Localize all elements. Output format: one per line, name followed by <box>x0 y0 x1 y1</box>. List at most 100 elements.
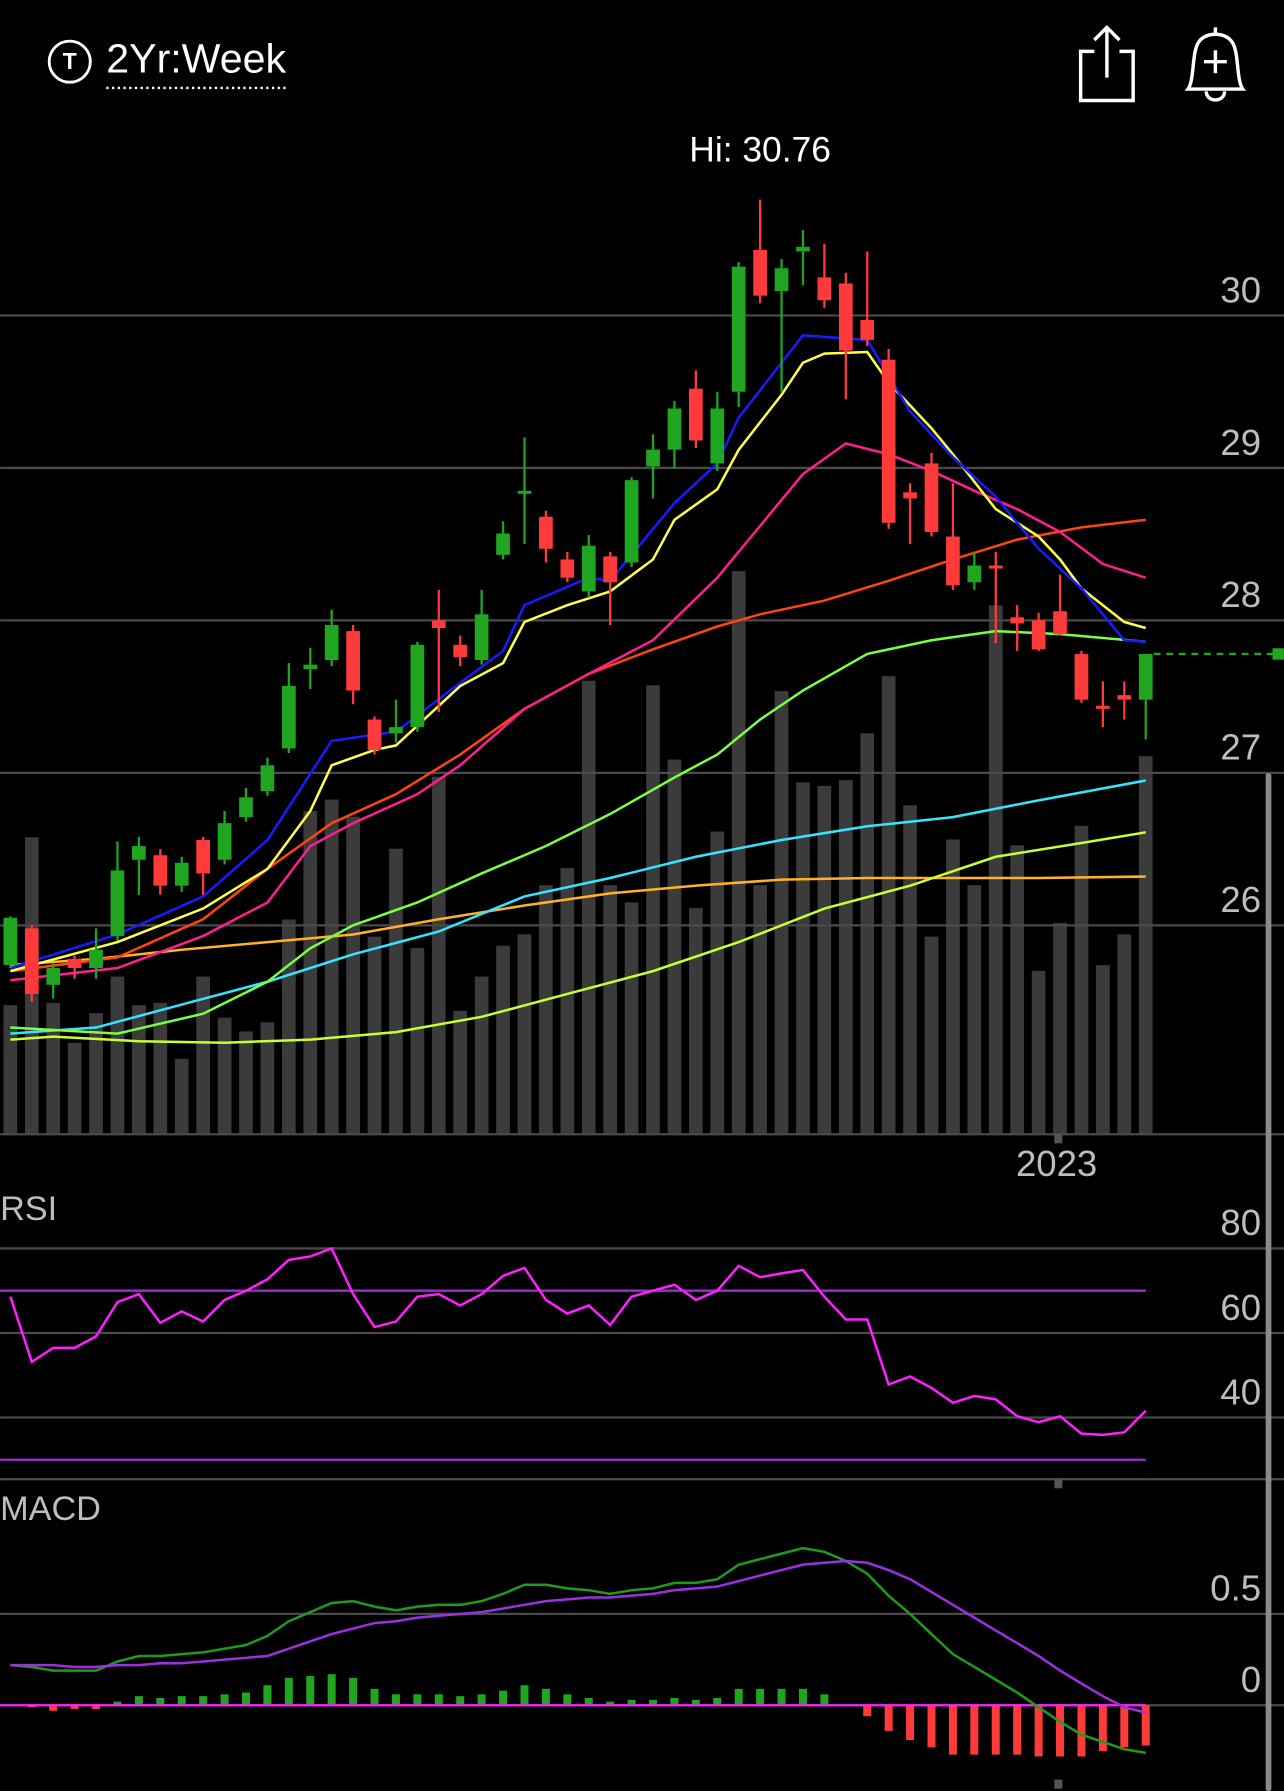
histogram-bar <box>627 1699 636 1706</box>
histogram-bar <box>991 1705 1000 1755</box>
volume-bar <box>453 1010 468 1135</box>
volume-bar <box>560 868 575 1135</box>
candle-body <box>410 644 425 728</box>
moving-average <box>10 442 1147 982</box>
candle-body <box>667 408 682 450</box>
histogram-bar <box>1013 1705 1022 1755</box>
volume-bar <box>410 948 425 1135</box>
candle-body <box>46 968 61 985</box>
candle-body <box>1010 617 1025 624</box>
candle-body <box>496 533 510 555</box>
candle-body <box>881 359 896 523</box>
volume-bar <box>667 759 682 1135</box>
candle-body <box>132 846 146 860</box>
candle-body <box>860 320 875 340</box>
candle-body <box>303 664 318 670</box>
candle-body <box>260 765 275 792</box>
volume-bar <box>217 1017 232 1135</box>
scroll-tick <box>1054 1134 1063 1144</box>
histogram-bar <box>156 1697 165 1706</box>
alert-button[interactable] <box>1184 27 1247 102</box>
period-label[interactable]: 2Yr:Week <box>106 36 286 82</box>
volume-bar <box>474 976 489 1135</box>
volume-bar <box>89 1013 103 1135</box>
moving-average <box>10 779 1146 1035</box>
candle-body <box>431 620 446 629</box>
histogram-bar <box>906 1705 915 1741</box>
moving-average <box>10 831 1146 1044</box>
volume-bar <box>796 782 810 1135</box>
volume-bar <box>1138 756 1153 1135</box>
y-tick-label: 0.5 <box>1210 1568 1261 1609</box>
candle-body <box>517 490 532 494</box>
share-arrow <box>1093 24 1121 78</box>
candle-body <box>689 388 703 441</box>
volume-bar <box>153 1002 168 1135</box>
volume-bar <box>838 780 853 1135</box>
volume-bar <box>132 1005 146 1135</box>
moving-average <box>10 350 1147 973</box>
histogram-bar <box>349 1677 358 1706</box>
volume-bar <box>196 976 211 1135</box>
moving-average <box>10 629 1146 1035</box>
volume-bar <box>346 816 360 1135</box>
candle-body <box>110 870 125 937</box>
histogram-bar <box>391 1694 400 1706</box>
histogram-bar <box>948 1705 957 1755</box>
histogram-bar <box>434 1694 443 1706</box>
histogram-bar <box>241 1692 250 1706</box>
histogram-bar <box>177 1696 186 1706</box>
candle-body <box>24 928 39 994</box>
candle-body <box>153 855 168 886</box>
volume-bar <box>496 945 510 1135</box>
volume-bar <box>3 1005 18 1135</box>
moving-average <box>10 518 1146 973</box>
histogram-bar <box>1141 1705 1150 1746</box>
volume-bar <box>174 1058 189 1135</box>
volume-bar <box>860 733 875 1135</box>
candle-body <box>946 536 960 586</box>
volume-bar <box>367 936 382 1135</box>
y-tick-label: 40 <box>1220 1371 1261 1412</box>
volume-bar <box>603 885 618 1135</box>
volume-bar <box>988 605 1003 1135</box>
macd-line <box>10 1546 1146 1755</box>
histogram-bar <box>1098 1705 1107 1751</box>
candle-body <box>624 480 639 563</box>
y-tick-label: 80 <box>1220 1202 1261 1243</box>
candle-body <box>474 614 489 661</box>
candle-body <box>903 492 917 499</box>
y-tick-label: 29 <box>1220 422 1261 463</box>
volume-bar <box>881 676 896 1135</box>
candle-body <box>89 949 103 969</box>
candle-body <box>796 246 810 252</box>
histogram-bar <box>670 1697 679 1706</box>
candle-body <box>710 408 725 464</box>
y-tick-label: 30 <box>1220 269 1261 310</box>
histogram-bar <box>863 1705 872 1717</box>
candle-body <box>281 685 296 749</box>
candle-body <box>1138 653 1153 700</box>
share-button[interactable] <box>1078 24 1135 103</box>
histogram-bar <box>263 1685 272 1706</box>
volume-bar <box>110 976 125 1135</box>
rsi-line <box>9 1246 1147 1437</box>
y-tick-label: 28 <box>1220 574 1261 615</box>
histogram-bar <box>820 1694 829 1706</box>
volume-bar <box>924 936 939 1135</box>
panel-title: RSI <box>0 1190 57 1228</box>
period-selector[interactable]: T 2Yr:Week <box>47 36 287 90</box>
candle-body <box>3 917 18 965</box>
candle-body <box>389 727 403 734</box>
candle-body <box>239 797 253 818</box>
candle-body <box>646 449 660 467</box>
scrollbar[interactable] <box>1265 773 1272 1791</box>
histogram-bar <box>541 1688 550 1706</box>
candle-body <box>603 556 618 583</box>
volume-bar <box>581 680 596 1135</box>
histogram-bar <box>691 1699 700 1706</box>
candle-body <box>67 958 82 969</box>
scroll-tick <box>1054 1779 1063 1789</box>
